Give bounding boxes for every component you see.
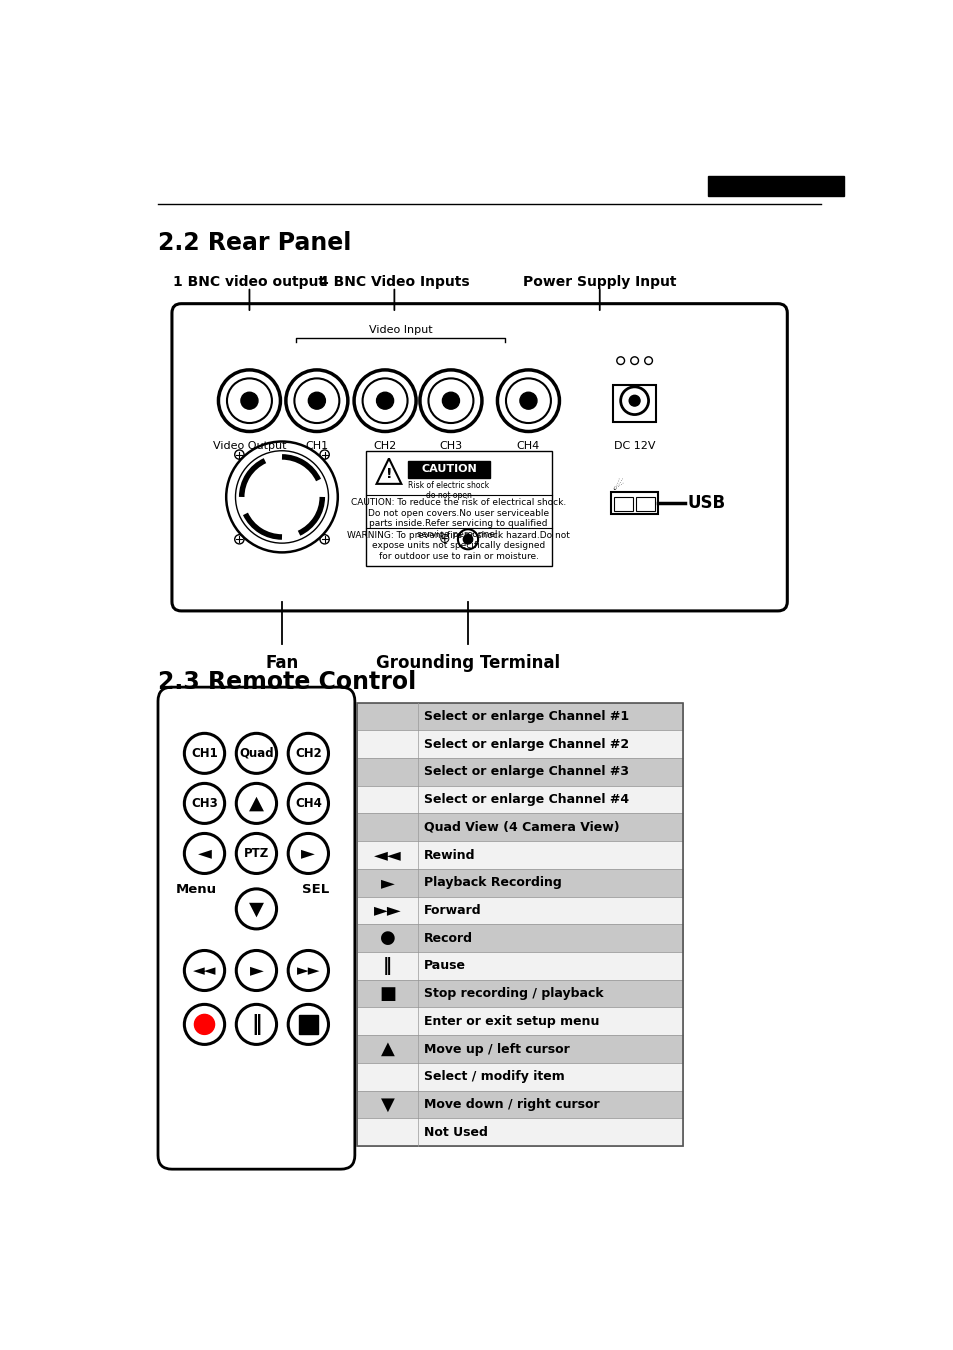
Text: Power Supply Input: Power Supply Input (522, 275, 676, 289)
Text: WARNING: To prevent fire or shock hazard.Do not
expose units not specifically de: WARNING: To prevent fire or shock hazard… (347, 531, 570, 560)
Text: ▲: ▲ (249, 794, 264, 813)
Text: ◄: ◄ (197, 845, 212, 863)
Bar (611, 493, 658, 514)
Text: CH1: CH1 (305, 440, 328, 451)
Text: ►: ► (380, 873, 394, 892)
Bar (614, 497, 633, 510)
Text: ◄◄: ◄◄ (374, 846, 401, 864)
Bar (356, 952, 682, 980)
Bar (356, 702, 682, 1146)
Text: ■: ■ (378, 984, 395, 1003)
Text: ►►: ►► (374, 902, 401, 919)
Bar (356, 1035, 682, 1062)
Text: Quad: Quad (239, 747, 274, 760)
Bar (356, 730, 682, 757)
Bar (356, 1007, 682, 1035)
Text: Select or enlarge Channel #2: Select or enlarge Channel #2 (423, 737, 628, 751)
Text: Playback Recording: Playback Recording (423, 876, 561, 890)
Text: ☄: ☄ (611, 481, 622, 493)
Bar (356, 757, 682, 786)
Text: 4 BNC Video Inputs: 4 BNC Video Inputs (318, 275, 469, 289)
Bar (356, 786, 682, 814)
Text: ●: ● (379, 929, 395, 948)
Text: CH4: CH4 (294, 796, 321, 810)
Circle shape (442, 393, 459, 409)
Text: Select or enlarge Channel #4: Select or enlarge Channel #4 (423, 792, 628, 806)
Text: ‖: ‖ (382, 957, 392, 975)
Text: Move up / left cursor: Move up / left cursor (423, 1042, 569, 1056)
Circle shape (241, 393, 257, 409)
Bar (356, 869, 682, 896)
Bar (356, 1062, 682, 1091)
Bar (356, 841, 682, 869)
Text: Select or enlarge Channel #1: Select or enlarge Channel #1 (423, 710, 628, 722)
FancyBboxPatch shape (158, 687, 355, 1169)
Bar (356, 896, 682, 925)
Text: CH1: CH1 (191, 747, 217, 760)
FancyBboxPatch shape (612, 385, 656, 423)
Text: Move down / right cursor: Move down / right cursor (423, 1098, 598, 1111)
Text: Fan: Fan (265, 653, 298, 672)
Bar (298, 1015, 317, 1034)
Text: Pause: Pause (423, 960, 465, 972)
Text: DC 12V: DC 12V (613, 440, 655, 451)
Text: CH4: CH4 (517, 440, 539, 451)
Text: 2.3 Remote Control: 2.3 Remote Control (158, 670, 416, 694)
Text: Select or enlarge Channel #3: Select or enlarge Channel #3 (423, 765, 628, 779)
Bar (356, 980, 682, 1007)
Text: Quad View (4 Camera View): Quad View (4 Camera View) (423, 821, 618, 834)
Text: Risk of electric shock
do not open: Risk of electric shock do not open (408, 481, 489, 501)
Text: 1 BNC video output: 1 BNC video output (173, 275, 325, 289)
Text: ‖: ‖ (251, 1014, 261, 1035)
Text: Not Used: Not Used (423, 1126, 487, 1138)
Bar (356, 814, 682, 841)
Text: ▼: ▼ (380, 1095, 394, 1114)
Circle shape (519, 393, 537, 409)
Bar (356, 1118, 682, 1146)
Text: ►: ► (250, 961, 263, 980)
Text: Menu: Menu (176, 883, 217, 895)
Circle shape (194, 1014, 214, 1034)
Bar (356, 1091, 682, 1118)
Bar (356, 702, 682, 730)
Circle shape (463, 535, 472, 544)
Text: CAUTION: CAUTION (420, 464, 476, 474)
Bar (365, 451, 551, 566)
Text: CH3: CH3 (191, 796, 217, 810)
Circle shape (376, 393, 394, 409)
Text: Grounding Terminal: Grounding Terminal (375, 653, 559, 672)
Text: ▼: ▼ (249, 899, 264, 918)
Text: Enter or exit setup menu: Enter or exit setup menu (423, 1015, 598, 1027)
Text: ►: ► (301, 845, 314, 863)
Text: CH2: CH2 (294, 747, 321, 760)
Text: ▲: ▲ (380, 1040, 394, 1058)
Text: ◄◄: ◄◄ (193, 963, 216, 977)
Circle shape (308, 393, 325, 409)
FancyBboxPatch shape (172, 304, 786, 612)
Text: ⊕: ⊕ (438, 532, 450, 547)
Text: !: ! (385, 467, 392, 481)
Bar (636, 497, 654, 510)
Text: Select / modify item: Select / modify item (423, 1071, 564, 1083)
Text: SEL: SEL (302, 883, 330, 895)
Text: CH2: CH2 (373, 440, 396, 451)
Text: Video Output: Video Output (213, 440, 286, 451)
Text: USB: USB (686, 494, 724, 512)
Text: Forward: Forward (423, 904, 481, 917)
Bar (408, 460, 489, 478)
Text: Record: Record (423, 931, 473, 945)
Text: CH3: CH3 (439, 440, 462, 451)
Text: ►►: ►► (296, 963, 320, 977)
Bar (356, 925, 682, 952)
Text: 2.2 Rear Panel: 2.2 Rear Panel (158, 231, 351, 255)
Text: Rewind: Rewind (423, 849, 475, 861)
Text: Video Input: Video Input (369, 325, 432, 335)
Text: CAUTION: To reduce the risk of electrical shock.
Do not open covers.No user serv: CAUTION: To reduce the risk of electrica… (351, 498, 566, 539)
Text: PTZ: PTZ (244, 846, 269, 860)
Bar (707, 176, 843, 196)
Circle shape (629, 396, 639, 406)
Text: Stop recording / playback: Stop recording / playback (423, 987, 603, 1000)
